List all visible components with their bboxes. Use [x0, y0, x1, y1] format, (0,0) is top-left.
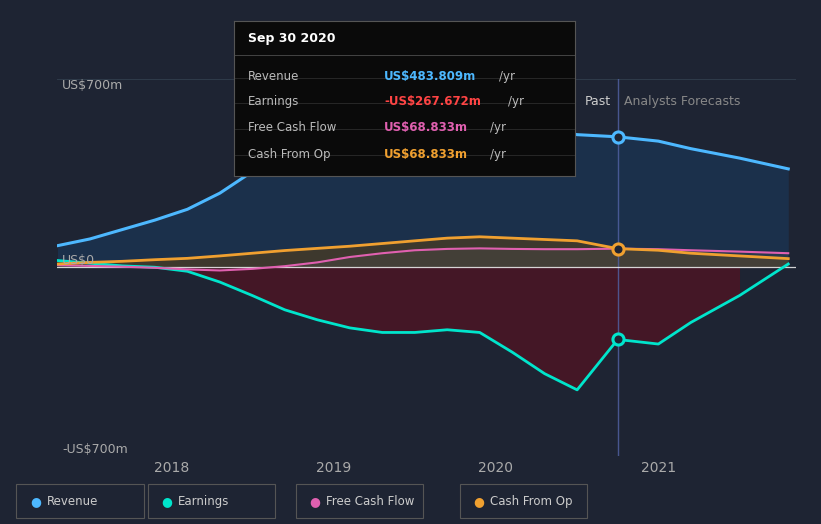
Text: Revenue: Revenue: [248, 70, 299, 83]
Text: ●: ●: [162, 495, 172, 508]
Text: Earnings: Earnings: [248, 95, 299, 108]
Text: /yr: /yr: [489, 122, 506, 135]
Text: /yr: /yr: [489, 148, 506, 161]
Text: US$68.833m: US$68.833m: [384, 122, 468, 135]
Text: Revenue: Revenue: [47, 495, 99, 508]
Text: /yr: /yr: [508, 95, 524, 108]
Text: US$483.809m: US$483.809m: [384, 70, 476, 83]
Text: Cash From Op: Cash From Op: [490, 495, 572, 508]
Text: -US$700m: -US$700m: [62, 443, 128, 456]
Text: US$68.833m: US$68.833m: [384, 148, 468, 161]
Text: ●: ●: [474, 495, 484, 508]
Text: Free Cash Flow: Free Cash Flow: [248, 122, 336, 135]
Text: ●: ●: [30, 495, 41, 508]
Text: Analysts Forecasts: Analysts Forecasts: [624, 95, 741, 108]
Text: Earnings: Earnings: [178, 495, 230, 508]
Text: ●: ●: [310, 495, 320, 508]
Text: -US$267.672m: -US$267.672m: [384, 95, 481, 108]
Text: /yr: /yr: [498, 70, 515, 83]
Text: US$0: US$0: [62, 254, 95, 267]
Text: US$700m: US$700m: [62, 79, 124, 92]
Text: Cash From Op: Cash From Op: [248, 148, 330, 161]
Text: Sep 30 2020: Sep 30 2020: [248, 32, 335, 45]
Text: Past: Past: [585, 95, 612, 108]
Text: Free Cash Flow: Free Cash Flow: [326, 495, 415, 508]
